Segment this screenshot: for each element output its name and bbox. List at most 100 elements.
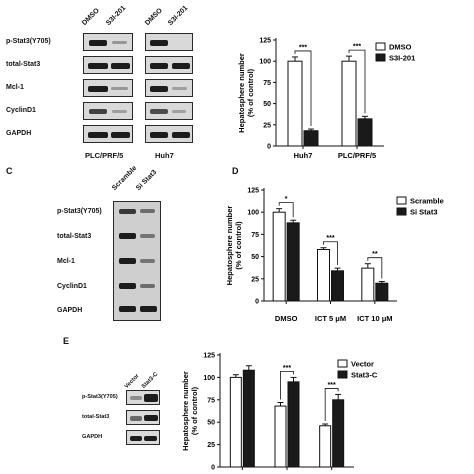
row-label-cyclind1-c: CyclinD1 bbox=[57, 283, 87, 290]
chart1-significance-label: *** bbox=[326, 235, 334, 242]
chart1-category-label: ICT 5 μM bbox=[315, 314, 346, 323]
row-label-cyclind1: CyclinD1 bbox=[6, 107, 36, 114]
chart0-significance-bracket bbox=[294, 50, 312, 127]
chart0-bar bbox=[341, 60, 357, 147]
blot-panel-c bbox=[113, 201, 161, 321]
blot-gapdh-plc bbox=[83, 125, 133, 143]
chart0-bar bbox=[357, 118, 373, 147]
chart1-ytick-label: 75 bbox=[251, 232, 259, 239]
chart1-legend-swatch bbox=[396, 196, 407, 205]
chart2-bar bbox=[274, 405, 287, 468]
cell-line-label-huh7: Huh7 bbox=[155, 151, 174, 160]
row-label-total-stat3-c: total-Stat3 bbox=[57, 233, 92, 240]
chart1-legend-swatch bbox=[396, 207, 407, 216]
chart1-bar bbox=[331, 270, 344, 302]
chart2-ytick-label: 100 bbox=[203, 375, 215, 382]
chart1-ylabel: (% of control) bbox=[234, 221, 243, 270]
row-label-total-stat3: total-Stat3 bbox=[6, 61, 41, 68]
chart1-bar bbox=[286, 222, 300, 302]
chart1-category-label: ICT 10 μM bbox=[357, 314, 392, 323]
chart0-legend-label: DMSO bbox=[389, 43, 412, 52]
chart2-significance-bracket bbox=[280, 371, 294, 400]
blot-total-stat3-e bbox=[126, 410, 160, 425]
chart2-ytick-label: 75 bbox=[207, 397, 215, 404]
chart2-legend-swatch bbox=[337, 359, 348, 368]
chart2-ylabel: Hepatosphere number bbox=[181, 371, 190, 451]
chart0-category-label: PLC/PRF/5 bbox=[338, 151, 376, 160]
chart0-legend-swatch bbox=[375, 53, 386, 62]
chart0-ytick-label: 0 bbox=[267, 144, 271, 151]
chart2-ytick-label: 125 bbox=[203, 353, 215, 360]
chart1-significance-label: ** bbox=[372, 251, 378, 258]
chart1-legend-label: Scramble bbox=[410, 197, 444, 206]
chart1-ytick-label: 0 bbox=[255, 299, 259, 306]
chart2-bar bbox=[287, 381, 300, 468]
chart1-ytick-label: 100 bbox=[247, 210, 259, 217]
chart2-significance-label: *** bbox=[283, 365, 291, 372]
panel-letter-d: D bbox=[232, 166, 239, 176]
blot-mcl1-plc bbox=[83, 79, 133, 97]
blot-pstat3-plc bbox=[83, 33, 133, 51]
chart0-significance-label: *** bbox=[299, 44, 307, 51]
chart1-ytick-label: 125 bbox=[247, 188, 259, 195]
blot-total-stat3-plc bbox=[83, 56, 133, 74]
chart1-ytick-label: 25 bbox=[251, 276, 259, 283]
chart0-bar bbox=[287, 60, 303, 147]
chart1-significance-bracket bbox=[367, 257, 383, 279]
blot-cyclind1-huh7 bbox=[145, 102, 193, 120]
chart0-significance-bracket bbox=[348, 49, 366, 114]
chart2-ylabel: (% of control) bbox=[190, 386, 199, 435]
chart1-bar bbox=[272, 211, 286, 302]
cell-line-label-plc: PLC/PRF/5 bbox=[85, 151, 124, 160]
row-label-mcl1: Mcl-1 bbox=[6, 84, 24, 91]
chart0-significance-label: *** bbox=[353, 44, 361, 51]
chart0-ytick-label: 25 bbox=[263, 122, 271, 129]
panel-letter-e: E bbox=[63, 336, 70, 346]
chart2-legend-swatch bbox=[337, 370, 348, 379]
chart1-bar bbox=[375, 282, 389, 302]
row-label-pstat3: p-Stat3(Y705) bbox=[6, 38, 51, 45]
panel-letter-c: C bbox=[6, 166, 13, 176]
blot-pstat3-huh7 bbox=[145, 33, 193, 51]
row-label-mcl1-c: Mcl-1 bbox=[57, 258, 75, 265]
chart1-ytick-label: 50 bbox=[251, 254, 259, 261]
blot-mcl1-huh7 bbox=[145, 79, 193, 97]
chart0-category-label: Huh7 bbox=[294, 151, 313, 160]
chart2-significance-label: *** bbox=[328, 382, 336, 389]
blot-cyclind1-plc bbox=[83, 102, 133, 120]
chart0-ytick-label: 125 bbox=[259, 38, 271, 45]
chart0-legend-swatch bbox=[375, 42, 386, 51]
chart2-legend-label: Vector bbox=[351, 360, 374, 369]
chart2-ytick-label: 50 bbox=[207, 420, 215, 427]
chart1-significance-bracket bbox=[278, 202, 294, 218]
chart1-ylabel: Hepatosphere number bbox=[225, 206, 234, 286]
row-label-pstat3-e: p-Stat3(Y705) bbox=[82, 394, 118, 400]
chart1-legend-label: Si Stat3 bbox=[410, 208, 438, 217]
chart2-legend-label: Stat3-C bbox=[351, 371, 378, 380]
blot-pstat3-e bbox=[126, 390, 160, 405]
chart0-legend-label: S3I-201 bbox=[389, 54, 415, 63]
chart1-bar bbox=[361, 267, 375, 302]
row-label-pstat3-c: p-Stat3(Y705) bbox=[57, 208, 102, 215]
chart0-ytick-label: 50 bbox=[263, 101, 271, 108]
chart1-significance-bracket bbox=[323, 241, 338, 266]
chart1-significance-label: * bbox=[285, 196, 288, 203]
chart0-ytick-label: 75 bbox=[263, 80, 271, 87]
row-label-gapdh: GAPDH bbox=[6, 130, 32, 137]
chart2-ytick-label: 0 bbox=[211, 465, 215, 472]
chart2-bar bbox=[242, 369, 255, 468]
chart2-significance-bracket bbox=[324, 388, 339, 421]
chart2-bar bbox=[319, 425, 332, 468]
row-label-gapdh-c: GAPDH bbox=[57, 307, 83, 314]
chart1-bar bbox=[317, 248, 330, 302]
chart1-category-label: DMSO bbox=[275, 314, 298, 323]
chart0-bar bbox=[303, 130, 319, 147]
row-label-total-stat3-e: total-Stat3 bbox=[82, 414, 110, 420]
chart0-ylabel: (% of control) bbox=[246, 68, 255, 117]
blot-gapdh-e bbox=[126, 430, 160, 445]
blot-gapdh-huh7 bbox=[145, 125, 193, 143]
chart2-ytick-label: 25 bbox=[207, 442, 215, 449]
chart2-bar bbox=[229, 376, 242, 468]
blot-total-stat3-huh7 bbox=[145, 56, 193, 74]
